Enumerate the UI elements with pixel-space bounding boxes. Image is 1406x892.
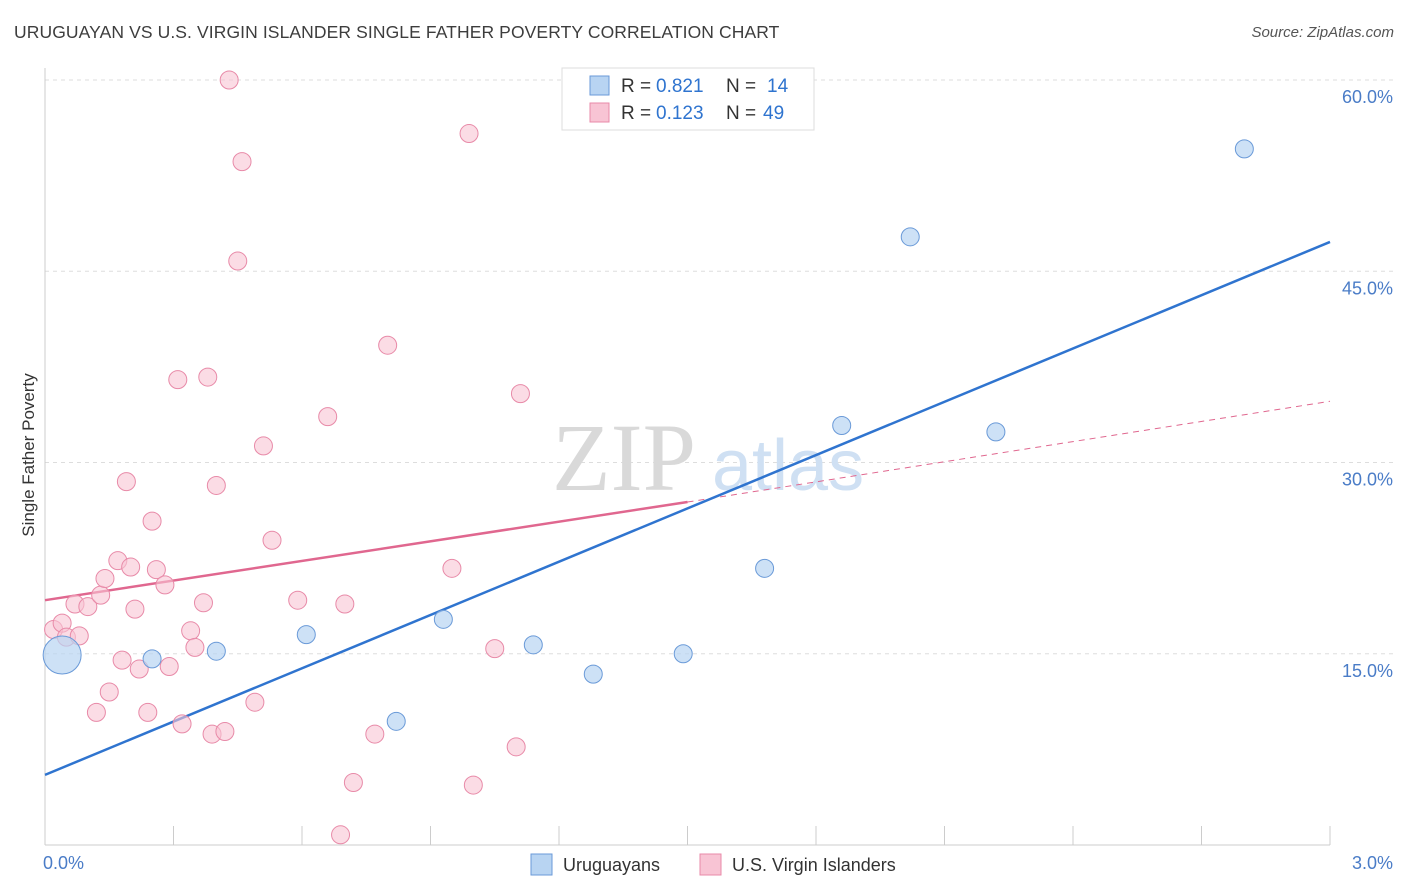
y-tick-label-1: 30.0% xyxy=(1342,470,1393,490)
trend-line-virgin-islanders xyxy=(44,500,688,602)
y-tick-label-2: 45.0% xyxy=(1342,278,1393,298)
point-virgin-islanders-11 xyxy=(116,472,136,492)
point-virgin-islanders-38 xyxy=(335,594,355,614)
point-virgin-islanders-33 xyxy=(253,436,273,456)
y-axis-title: Single Father Poverty xyxy=(19,373,38,537)
axes xyxy=(44,68,1331,846)
bottom-legend-swatch-uruguayans xyxy=(530,853,553,876)
point-virgin-islanders-29 xyxy=(219,70,239,90)
x-tick-label-0: 0.0% xyxy=(43,853,84,873)
bottom-legend-swatch-virgin-islanders xyxy=(699,853,722,876)
point-virgin-islanders-35 xyxy=(288,590,308,610)
bottom-legend-label-uruguayans: Uruguayans xyxy=(563,855,660,875)
legend-r-label-1: R = xyxy=(621,76,651,97)
data-points xyxy=(42,70,1254,845)
trend-lines xyxy=(44,240,1331,777)
point-virgin-islanders-28 xyxy=(215,722,235,742)
point-virgin-islanders-40 xyxy=(365,724,385,744)
point-virgin-islanders-12 xyxy=(121,557,141,577)
point-uruguayans-5 xyxy=(433,609,453,629)
legend-r-value-2: 0.123 xyxy=(656,103,704,124)
y-tick-labels: 15.0% 30.0% 45.0% 60.0% xyxy=(1342,87,1393,681)
point-virgin-islanders-32 xyxy=(245,692,265,712)
point-virgin-islanders-21 xyxy=(172,714,192,734)
point-virgin-islanders-36 xyxy=(318,407,338,427)
point-virgin-islanders-17 xyxy=(146,560,166,580)
point-virgin-islanders-30 xyxy=(228,251,248,271)
point-virgin-islanders-34 xyxy=(262,530,282,550)
legend-r-value-1: 0.821 xyxy=(656,76,704,97)
x-tick-labels: 0.0% 3.0% xyxy=(43,853,1393,873)
point-uruguayans-0 xyxy=(42,635,82,675)
point-virgin-islanders-13 xyxy=(125,599,145,619)
legend-n-value-2: 49 xyxy=(763,103,784,124)
point-virgin-islanders-24 xyxy=(193,593,213,613)
point-uruguayans-7 xyxy=(583,664,603,684)
point-virgin-islanders-20 xyxy=(168,370,188,390)
point-virgin-islanders-43 xyxy=(459,124,479,144)
trend-line-uruguayans xyxy=(44,240,1331,777)
bottom-legend: Uruguayans U.S. Virgin Islanders xyxy=(530,853,896,876)
point-virgin-islanders-8 xyxy=(95,569,115,589)
point-virgin-islanders-15 xyxy=(138,702,158,722)
point-uruguayans-2 xyxy=(206,641,226,661)
legend-r-label-2: R = xyxy=(621,103,651,124)
point-virgin-islanders-5 xyxy=(78,597,98,617)
legend-n-label-2: N = xyxy=(726,103,756,124)
point-virgin-islanders-19 xyxy=(159,657,179,676)
chart-title: URUGUAYAN VS U.S. VIRGIN ISLANDER SINGLE… xyxy=(14,22,780,42)
point-virgin-islanders-31 xyxy=(232,152,252,172)
point-uruguayans-6 xyxy=(523,635,543,655)
legend-swatch-virgin-islanders xyxy=(589,102,610,123)
point-virgin-islanders-7 xyxy=(91,585,111,605)
point-uruguayans-13 xyxy=(1234,139,1254,159)
point-virgin-islanders-44 xyxy=(463,775,483,795)
point-uruguayans-4 xyxy=(386,711,406,731)
point-virgin-islanders-42 xyxy=(442,558,462,578)
point-uruguayans-8 xyxy=(673,644,693,664)
point-uruguayans-12 xyxy=(986,422,1006,442)
y-tick-label-3: 60.0% xyxy=(1342,87,1393,107)
point-virgin-islanders-22 xyxy=(181,621,201,641)
point-virgin-islanders-47 xyxy=(510,384,530,404)
x-tick-label-1: 3.0% xyxy=(1352,853,1393,873)
watermark: ZIP atlas xyxy=(552,404,864,511)
point-uruguayans-11 xyxy=(900,227,920,247)
y-tick-label-0: 15.0% xyxy=(1342,661,1393,681)
point-virgin-islanders-41 xyxy=(378,335,398,355)
point-virgin-islanders-25 xyxy=(198,367,218,387)
point-virgin-islanders-27 xyxy=(206,475,226,495)
point-uruguayans-10 xyxy=(832,416,852,436)
point-virgin-islanders-16 xyxy=(142,511,162,531)
point-virgin-islanders-39 xyxy=(343,773,363,793)
bottom-legend-label-virgin-islanders: U.S. Virgin Islanders xyxy=(732,855,896,875)
point-virgin-islanders-45 xyxy=(485,639,505,659)
point-virgin-islanders-46 xyxy=(506,737,526,757)
watermark-zip: ZIP xyxy=(552,404,696,511)
point-virgin-islanders-48 xyxy=(112,650,132,670)
point-uruguayans-3 xyxy=(296,625,316,645)
point-virgin-islanders-9 xyxy=(99,682,119,702)
legend-n-label-1: N = xyxy=(726,76,756,97)
point-virgin-islanders-23 xyxy=(185,637,205,657)
point-virgin-islanders-14 xyxy=(129,659,149,679)
point-virgin-islanders-37 xyxy=(331,825,351,845)
point-virgin-islanders-6 xyxy=(86,702,106,722)
trend-line-virgin-islanders-dashed xyxy=(687,400,1331,503)
point-uruguayans-9 xyxy=(755,558,775,578)
point-virgin-islanders-18 xyxy=(155,575,175,595)
legend-n-value-1: 14 xyxy=(767,76,789,97)
top-legend: R = 0.821 N = 14 R = 0.123 N = 49 xyxy=(561,67,815,131)
point-uruguayans-1 xyxy=(142,649,162,669)
legend-swatch-uruguayans xyxy=(589,75,610,96)
source-label: Source: ZipAtlas.com xyxy=(1251,24,1394,41)
